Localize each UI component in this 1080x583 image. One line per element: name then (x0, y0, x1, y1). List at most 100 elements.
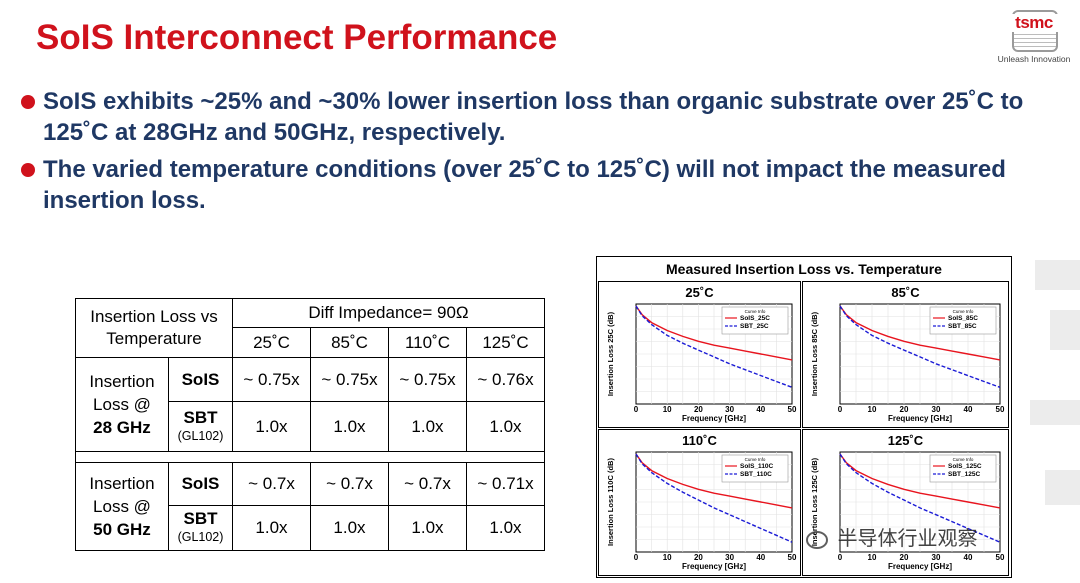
table-cell: 1.0x (232, 505, 311, 551)
bullet-text: SoIS exhibits ~25% and ~30% lower insert… (43, 88, 1024, 146)
x-tick-label: 20 (694, 405, 703, 414)
x-tick-label: 50 (788, 405, 797, 414)
x-tick-label: 40 (756, 553, 765, 562)
chart-panel: 110˚C 0 10 20 30 40 50 Frequency [GHz] Insertion… (598, 429, 801, 576)
table-cell: ~ 0.75x (310, 357, 389, 402)
chart-group: Measured Insertion Loss vs. Temperature … (596, 256, 1012, 578)
x-tick-label: 30 (725, 405, 734, 414)
x-tick-label: 10 (663, 405, 672, 414)
bullet-list: SoIS exhibits ~25% and ~30% lower insert… (20, 86, 1040, 222)
chart-group-title: Measured Insertion Loss vs. Temperature (666, 261, 942, 277)
series-line (635, 305, 793, 388)
table-row: Insertion Loss @ 50 GHz SoIS ~ 0.7x ~ 0.… (75, 462, 545, 551)
table-corner-header: Insertion Loss vs Temperature (75, 298, 233, 358)
decor-block (1050, 310, 1080, 350)
logo-wordmark: tsmc (1004, 14, 1064, 32)
x-tick-label: 30 (725, 553, 734, 562)
x-axis-label: Frequency [GHz] (682, 562, 746, 571)
y-axis-label: Insertion Loss 110C (dB) (606, 458, 615, 546)
legend-box (721, 306, 789, 335)
watermark: 半导体行业观察 (806, 522, 978, 551)
freq-label-50: Insertion Loss @ 50 GHz (75, 462, 169, 551)
insertion-loss-table: Insertion Loss vs Temperature Diff Imped… (75, 298, 545, 551)
x-axis-label: Frequency [GHz] (888, 414, 952, 423)
material-sbt-label: SBT (183, 509, 218, 528)
slide-title: SoIS Interconnect Performance (36, 18, 558, 57)
table-cell: 1.0x (466, 505, 545, 551)
logo-tagline: Unleash Innovation (997, 54, 1071, 64)
x-tick-label: 20 (694, 553, 703, 562)
temp-header: 25˚C (232, 327, 311, 358)
material-sbt: SBT (GL102) (168, 505, 233, 551)
x-tick-label: 40 (964, 553, 973, 562)
series-line (635, 453, 793, 509)
table-cell: ~ 0.75x (232, 357, 311, 402)
x-tick-label: 10 (868, 553, 877, 562)
bullet-item: SoIS exhibits ~25% and ~30% lower insert… (20, 86, 1040, 148)
legend-label: SBT_125C (948, 471, 980, 478)
table-cell: 1.0x (388, 505, 467, 551)
watermark-text: 半导体行业观察 (837, 528, 978, 550)
y-axis-label: Insertion Loss 125C (dB) (810, 457, 819, 546)
x-tick-label: 10 (868, 405, 877, 414)
legend-box (929, 306, 997, 335)
table-cell: ~ 0.7x (232, 462, 311, 506)
x-tick-label: 0 (838, 405, 843, 414)
material-sbt: SBT (GL102) (168, 401, 233, 452)
chart-title: 25˚C (685, 285, 714, 300)
table-row: Insertion Loss @ 28 GHz SoIS ~ 0.75x ~ 0… (75, 357, 545, 452)
y-axis-label: Insertion Loss 25C (dB) (606, 311, 615, 396)
x-tick-label: 20 (900, 405, 909, 414)
series-line (635, 453, 793, 543)
x-tick-label: 0 (634, 405, 639, 414)
table-cell: ~ 0.75x (388, 357, 467, 402)
bullet-text: The varied temperature conditions (over … (43, 156, 1006, 214)
series-line (839, 453, 1001, 509)
freq-label-28: Insertion Loss @ 28 GHz (75, 357, 169, 452)
legend-label: SBT_110C (740, 471, 772, 478)
x-tick-label: 50 (996, 405, 1005, 414)
x-tick-label: 40 (964, 405, 973, 414)
legend-label: SBT_25C (740, 323, 769, 330)
table-cell: ~ 0.7x (388, 462, 467, 506)
series-line (839, 305, 1001, 361)
chart-110c: 110˚C 0 10 20 30 40 50 Frequency [GHz] Insertion… (606, 433, 797, 571)
table-cell: 1.0x (232, 401, 311, 452)
temp-header: 110˚C (388, 327, 467, 358)
decor-block (1030, 400, 1080, 425)
table-cell: 1.0x (310, 505, 389, 551)
temp-header: 85˚C (310, 327, 389, 358)
table-cell: ~ 0.7x (310, 462, 389, 506)
x-tick-label: 40 (756, 405, 765, 414)
table-separator (75, 451, 545, 463)
y-axis-label: Insertion Loss 85C (dB) (810, 311, 819, 396)
chart-title: 110˚C (682, 433, 717, 448)
chart-title: 85˚C (891, 285, 920, 300)
legend-title: Curve Info (745, 309, 766, 314)
freq-label-value: 50 GHz (93, 520, 151, 539)
legend-label: SoIS_25C (740, 315, 770, 322)
material-sbt-label: SBT (183, 407, 218, 427)
x-tick-label: 0 (838, 553, 843, 562)
legend-title: Curve Info (745, 457, 766, 462)
tsmc-logo: tsmc Unleash Innovation (990, 6, 1075, 66)
legend-title: Curve Info (953, 309, 974, 314)
series-line (839, 305, 1001, 388)
legend-label: SoIS_110C (740, 463, 774, 470)
chart-panel: 25˚C 0 10 20 30 40 50 Frequency [GHz] Insertion … (598, 281, 801, 428)
chart-panel: 125˚C 0 10 20 30 40 50 Frequency [GHz] Insertion… (802, 429, 1009, 576)
legend-box (929, 454, 997, 483)
bullet-dot-icon (21, 95, 35, 109)
temp-header: 125˚C (466, 327, 545, 358)
table-cell: 1.0x (466, 401, 545, 452)
material-sois: SoIS (168, 357, 233, 402)
decor-block (1045, 470, 1080, 505)
legend-label: SoIS_125C (948, 463, 982, 470)
x-tick-label: 30 (932, 553, 941, 562)
wechat-icon (806, 530, 828, 549)
chart-panel: 85˚C 0 10 20 30 40 50 Frequency [GHz] Insertion … (802, 281, 1009, 428)
freq-label-value: 28 GHz (93, 418, 151, 437)
material-sbt-note: (GL102) (177, 530, 224, 544)
x-tick-label: 10 (663, 553, 672, 562)
x-tick-label: 50 (996, 553, 1005, 562)
